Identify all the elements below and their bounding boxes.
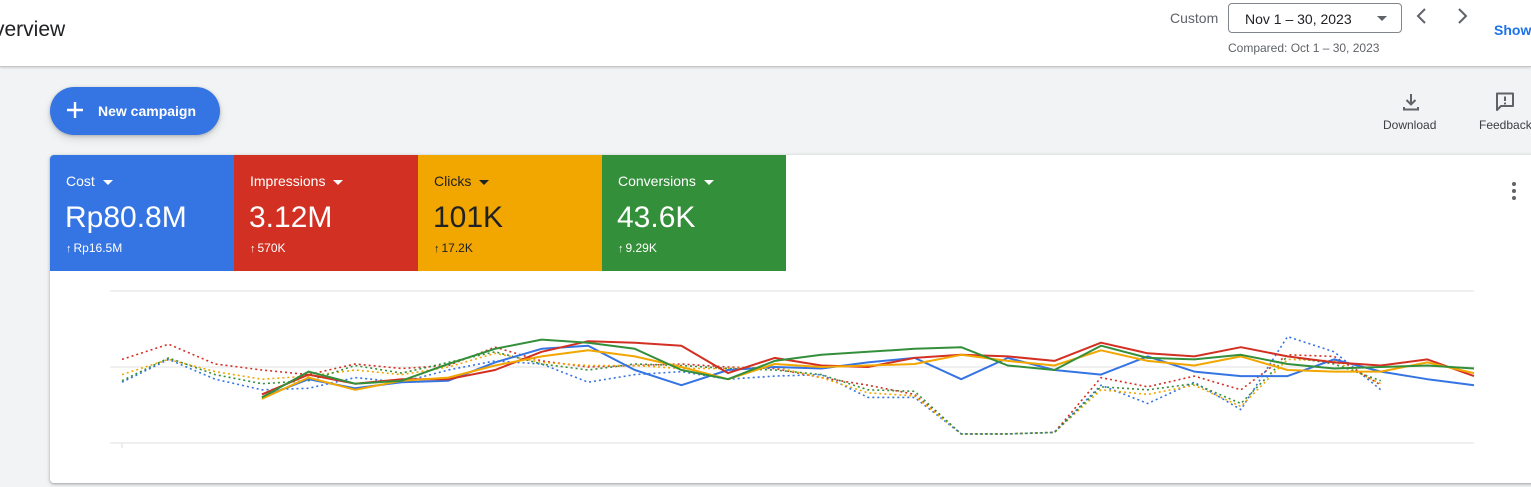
previous-period-button[interactable] bbox=[1410, 4, 1434, 28]
download-button[interactable]: Download bbox=[1371, 90, 1451, 136]
new-campaign-label: New campaign bbox=[98, 103, 197, 119]
dropdown-arrow-icon bbox=[703, 179, 714, 185]
date-range-type-label: Custom bbox=[1170, 10, 1219, 26]
metric-value: 3.12M bbox=[249, 201, 333, 234]
feedback-button[interactable]: Feedback bbox=[1466, 90, 1531, 136]
dropdown-arrow-icon bbox=[1377, 16, 1387, 21]
date-range-selector[interactable]: Nov 1 – 30, 2023 bbox=[1228, 3, 1402, 33]
comparison-series-line-4 bbox=[121, 335, 1382, 435]
metric-delta: 9.29K bbox=[625, 241, 657, 255]
plus-icon bbox=[67, 102, 83, 118]
series-line-3 bbox=[261, 338, 1475, 399]
chevron-right-icon bbox=[1458, 8, 1468, 24]
more-options-button[interactable] bbox=[1504, 181, 1524, 201]
arrow-up-icon: ↑ bbox=[66, 243, 72, 255]
metric-card-conversions[interactable]: Conversions 43.6K ↑ 9.29K bbox=[602, 155, 786, 271]
show-link[interactable]: Show bbox=[1494, 22, 1531, 38]
comparison-series-line-7 bbox=[121, 351, 1382, 435]
download-label: Download bbox=[1383, 118, 1437, 132]
metric-delta: 17.2K bbox=[441, 241, 473, 255]
series-line-1 bbox=[261, 340, 1475, 396]
feedback-label: Feedback bbox=[1479, 118, 1531, 132]
metric-name: Cost bbox=[66, 173, 95, 189]
more-vert-icon bbox=[1512, 182, 1516, 186]
chart-grid bbox=[110, 290, 1474, 448]
series-line-2 bbox=[261, 349, 1475, 400]
next-period-button[interactable] bbox=[1450, 4, 1474, 28]
arrow-up-icon: ↑ bbox=[250, 243, 256, 255]
top-bar: verview Custom Nov 1 – 30, 2023 Compared… bbox=[0, 0, 1531, 67]
new-campaign-button[interactable]: New campaign bbox=[50, 87, 220, 135]
download-icon bbox=[1403, 94, 1419, 111]
metric-value: Rp80.8M bbox=[65, 201, 187, 234]
date-range-value: Nov 1 – 30, 2023 bbox=[1245, 11, 1352, 27]
performance-chart bbox=[110, 290, 1475, 448]
metric-value: 101K bbox=[433, 201, 504, 234]
chart-series bbox=[121, 335, 1475, 435]
metric-name: Clicks bbox=[434, 173, 472, 189]
feedback-icon bbox=[1496, 92, 1514, 111]
comparison-series-line-5 bbox=[121, 343, 1382, 435]
dropdown-arrow-icon bbox=[333, 179, 344, 185]
metric-delta: 570K bbox=[257, 241, 286, 255]
series-line-0 bbox=[261, 344, 1475, 399]
arrow-up-icon: ↑ bbox=[618, 243, 624, 255]
performance-card: Cost Rp80.8M ↑ Rp16.5M Impressions 3.12M … bbox=[50, 155, 1531, 483]
metric-card-impressions[interactable]: Impressions 3.12M ↑ 570K bbox=[234, 155, 418, 271]
metric-card-cost[interactable]: Cost Rp80.8M ↑ Rp16.5M bbox=[50, 155, 234, 271]
metric-card-clicks[interactable]: Clicks 101K ↑ 17.2K bbox=[418, 155, 602, 271]
metric-value: 43.6K bbox=[617, 201, 696, 234]
arrow-up-icon: ↑ bbox=[434, 243, 440, 255]
chevron-left-icon bbox=[1416, 8, 1426, 24]
dropdown-arrow-icon bbox=[479, 179, 490, 185]
page-title: verview bbox=[0, 18, 66, 41]
metric-name: Conversions bbox=[618, 173, 696, 189]
metric-name: Impressions bbox=[250, 173, 326, 189]
dropdown-arrow-icon bbox=[102, 179, 113, 185]
metric-delta: Rp16.5M bbox=[73, 241, 123, 255]
comparison-range-text: Compared: Oct 1 – 30, 2023 bbox=[1228, 41, 1380, 55]
